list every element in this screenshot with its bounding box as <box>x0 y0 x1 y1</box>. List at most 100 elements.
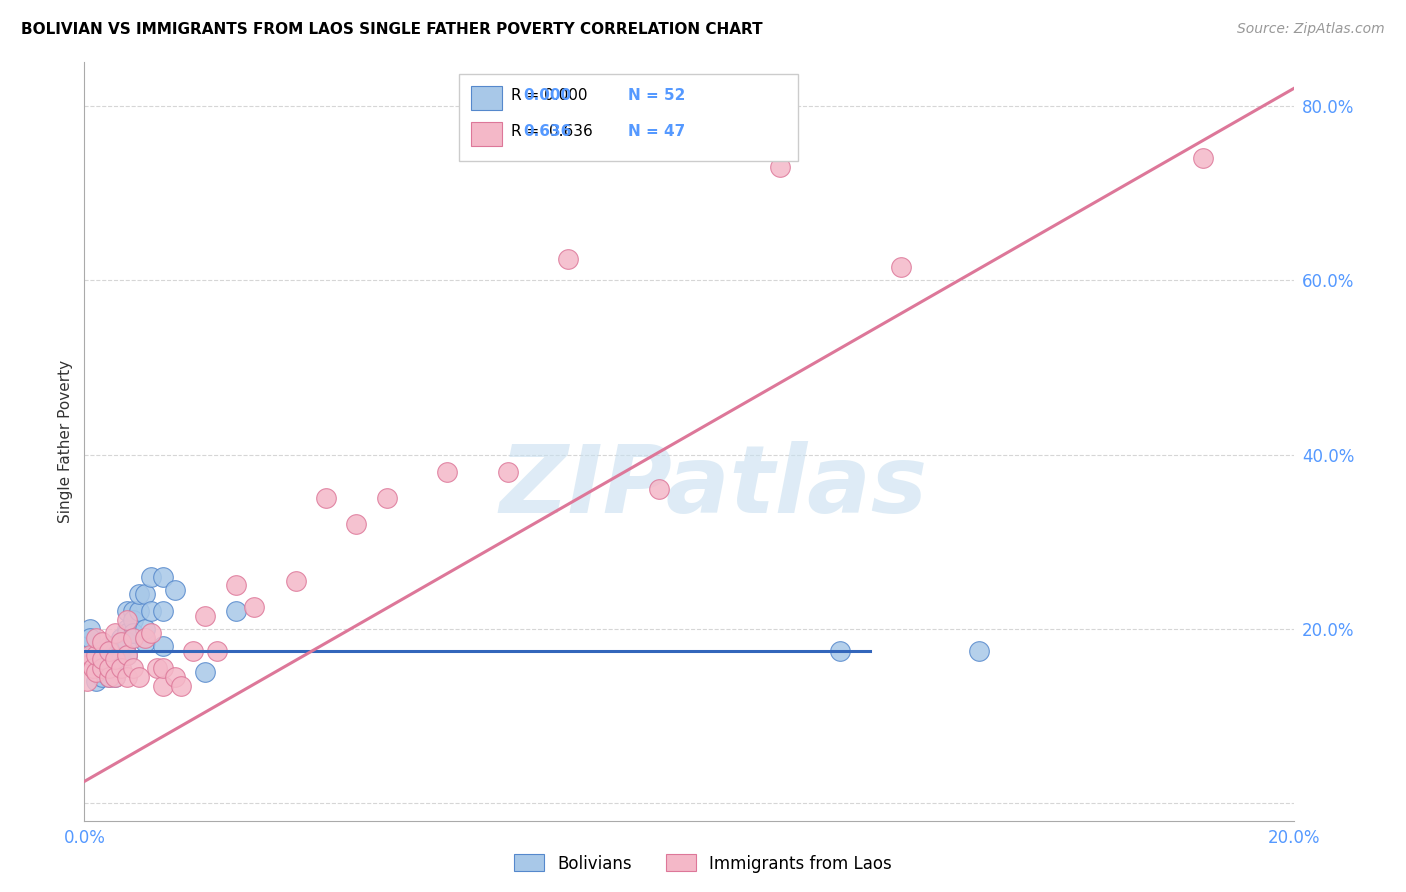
Point <box>121 661 143 675</box>
Point <box>97 670 120 684</box>
Point <box>890 260 912 275</box>
Point <box>115 605 138 619</box>
Point <box>97 643 120 657</box>
Point <box>967 643 990 657</box>
Text: N = 52: N = 52 <box>628 87 686 103</box>
Point <box>115 613 138 627</box>
Point <box>79 657 101 671</box>
Y-axis label: Single Father Poverty: Single Father Poverty <box>58 360 73 523</box>
Point <box>115 648 138 662</box>
Point <box>115 670 138 684</box>
Point <box>139 569 162 583</box>
Point <box>104 661 127 675</box>
Point <box>152 640 174 654</box>
Point <box>76 674 98 689</box>
Text: Source: ZipAtlas.com: Source: ZipAtlas.com <box>1237 22 1385 37</box>
Point <box>165 670 187 684</box>
Point <box>115 635 138 649</box>
Point <box>104 657 127 671</box>
Point <box>146 661 169 675</box>
Point <box>86 657 108 671</box>
Text: R = 0.000: R = 0.000 <box>512 87 588 103</box>
Point <box>830 643 852 657</box>
Point <box>104 643 127 657</box>
Point <box>89 652 111 666</box>
Point <box>285 574 308 588</box>
Point <box>121 631 143 645</box>
Point <box>1192 151 1215 165</box>
Point <box>128 670 150 684</box>
Text: BOLIVIAN VS IMMIGRANTS FROM LAOS SINGLE FATHER POVERTY CORRELATION CHART: BOLIVIAN VS IMMIGRANTS FROM LAOS SINGLE … <box>21 22 762 37</box>
Point <box>557 252 579 266</box>
Point <box>91 652 114 666</box>
Point <box>79 631 101 645</box>
Point <box>375 491 398 506</box>
Point <box>91 643 114 657</box>
Point <box>104 648 127 662</box>
Point <box>82 661 104 675</box>
Point <box>86 631 108 645</box>
Point <box>104 626 127 640</box>
Point <box>104 670 127 684</box>
Point <box>139 626 162 640</box>
Text: ZIPatlas: ZIPatlas <box>499 441 927 533</box>
Point <box>115 626 138 640</box>
Point <box>225 605 247 619</box>
Point <box>648 483 671 497</box>
Point <box>315 491 337 506</box>
Point <box>152 661 174 675</box>
Text: N = 47: N = 47 <box>628 124 686 139</box>
Point <box>115 648 138 662</box>
Point <box>91 661 114 675</box>
Point <box>82 648 104 662</box>
Point <box>115 622 138 636</box>
Point <box>121 605 143 619</box>
FancyBboxPatch shape <box>460 74 797 161</box>
Point <box>128 605 150 619</box>
Point <box>242 600 264 615</box>
Point <box>79 622 101 636</box>
Point <box>181 643 204 657</box>
Point <box>104 670 127 684</box>
Point <box>121 626 143 640</box>
Point <box>128 587 150 601</box>
Point <box>139 605 162 619</box>
Point <box>91 657 114 671</box>
Point <box>97 643 120 657</box>
Point <box>134 622 156 636</box>
Point <box>152 569 174 583</box>
Point <box>76 640 98 654</box>
Point <box>496 465 519 479</box>
Point <box>97 657 120 671</box>
Point <box>110 652 132 666</box>
Point <box>225 578 247 592</box>
Point <box>97 661 120 675</box>
Point <box>134 631 156 645</box>
Text: 0.000: 0.000 <box>523 87 571 103</box>
Legend: Bolivians, Immigrants from Laos: Bolivians, Immigrants from Laos <box>508 847 898 880</box>
Point <box>91 635 114 649</box>
Point <box>91 652 114 666</box>
Point <box>207 643 229 657</box>
Point <box>121 613 143 627</box>
Point <box>436 465 458 479</box>
Point <box>165 582 187 597</box>
Point <box>97 661 120 675</box>
Point <box>110 643 132 657</box>
Point <box>346 517 368 532</box>
Point <box>152 605 174 619</box>
Point <box>194 608 217 623</box>
Text: R =  0.636: R = 0.636 <box>512 124 593 139</box>
Point <box>104 652 127 666</box>
Point <box>769 160 792 174</box>
Point <box>110 631 132 645</box>
Point <box>86 665 108 680</box>
Point <box>91 670 114 684</box>
Point <box>79 648 101 662</box>
Point <box>110 661 132 675</box>
Text: 0.636: 0.636 <box>523 124 572 139</box>
Point <box>97 652 120 666</box>
Point <box>86 665 108 680</box>
Point <box>91 661 114 675</box>
Point <box>86 674 108 689</box>
